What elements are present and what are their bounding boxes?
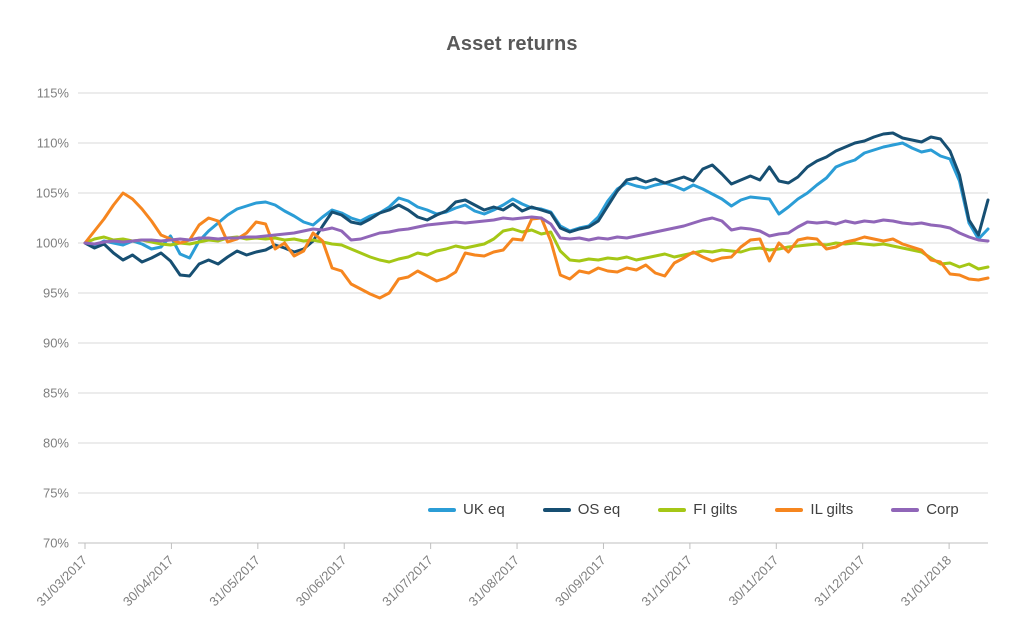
y-tick-label: 100% — [36, 236, 70, 251]
y-tick-label: 85% — [43, 386, 69, 401]
legend-label: IL gilts — [810, 501, 854, 518]
x-tick-label: 31/07/2017 — [379, 553, 436, 610]
legend-label: OS eq — [577, 501, 621, 518]
chart-title: Asset returns — [446, 33, 578, 55]
legend-item-os-eq: OS eq — [542, 501, 621, 518]
x-tick-label: 31/01/2018 — [898, 553, 955, 610]
x-tick-label: 31/10/2017 — [638, 553, 695, 610]
y-tick-label: 80% — [43, 436, 69, 451]
y-tick-label: 95% — [43, 286, 69, 301]
legend-swatch-icon — [775, 507, 804, 512]
legend-swatch-icon — [542, 507, 571, 512]
x-tick-label: 31/05/2017 — [206, 553, 263, 610]
legend-label: FI gilts — [693, 501, 738, 518]
y-tick-label: 75% — [43, 486, 69, 501]
y-axis-labels: 70% 75% 80% 85% 90% 95% 100% 105% 110% 115% — [36, 86, 70, 551]
y-tick-label: 105% — [36, 186, 70, 201]
x-tick-label: 31/12/2017 — [811, 553, 868, 610]
legend-label: Corp — [926, 501, 959, 518]
series-line-corp — [83, 215, 990, 246]
legend-swatch-icon — [658, 507, 687, 512]
x-tick-label: 31/08/2017 — [466, 553, 523, 610]
legend-swatch-icon — [891, 507, 920, 512]
x-tick-label: 30/09/2017 — [552, 553, 609, 610]
legend-label: UK eq — [463, 501, 505, 518]
y-tick-label: 90% — [43, 336, 69, 351]
legend-item-uk-eq: UK eq — [428, 501, 505, 518]
x-tick-label: 30/11/2017 — [725, 553, 781, 609]
x-tick-label: 31/03/2017 — [33, 553, 90, 610]
x-axis: 31/03/2017 30/04/2017 31/05/2017 30/06/2017… — [33, 543, 954, 609]
legend-item-fi-gilts: FI gilts — [658, 501, 737, 518]
x-tick-label: 30/06/2017 — [293, 553, 350, 610]
x-tick-label: 30/04/2017 — [120, 553, 177, 610]
legend-item-il-gilts: IL gilts — [775, 501, 853, 518]
legend-item-corp: Corp — [891, 501, 959, 518]
series-line-os-eq — [83, 131, 990, 278]
y-tick-label: 115% — [37, 86, 70, 101]
y-tick-label: 110% — [37, 136, 70, 151]
y-tick-label: 70% — [43, 536, 69, 551]
chart-legend: UK eq OS eq FI gilts IL gilts Corp — [428, 501, 959, 518]
legend-swatch-icon — [428, 507, 456, 512]
